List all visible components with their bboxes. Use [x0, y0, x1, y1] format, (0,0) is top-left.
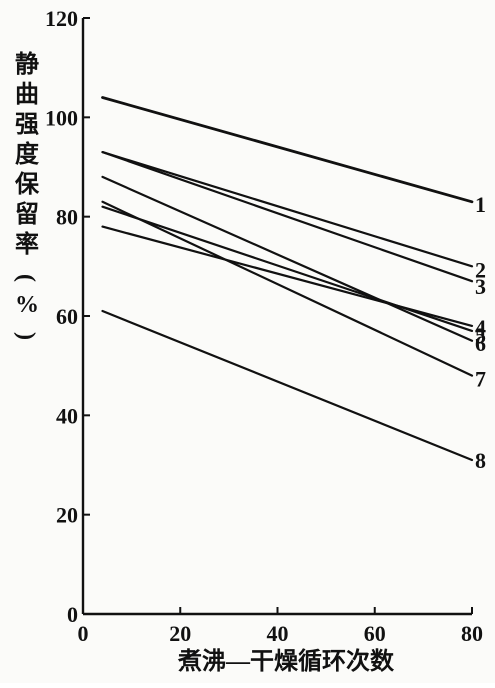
series-line-1 [101, 96, 474, 204]
series-line-3 [101, 151, 474, 283]
series-line-5 [101, 205, 474, 332]
y-tick-label: 60 [56, 304, 78, 329]
y-axis-title-char: 强 [15, 112, 39, 138]
y-axis-title-open-paren: ( [13, 274, 39, 282]
series-lines [101, 96, 474, 462]
series-line-7 [101, 200, 474, 377]
y-axis-title-char: 静 [15, 51, 39, 78]
series-label-1: 1 [475, 192, 486, 217]
y-axis-title-close-paren: ) [13, 332, 39, 340]
y-tick-label: 120 [45, 6, 78, 31]
series-line-8 [101, 309, 474, 462]
x-tick-label: 80 [461, 621, 483, 646]
x-tick-label: 0 [78, 621, 89, 646]
series-label-3: 3 [475, 274, 486, 299]
y-axis-title-char: 留 [15, 201, 39, 228]
tick-marks: 0 20 40 60 80 100 120 0 20 40 60 80 [45, 6, 483, 646]
x-tick-label: 60 [364, 621, 386, 646]
series-label-8: 8 [475, 448, 486, 473]
y-tick-label: 0 [67, 602, 78, 627]
x-axis-title: 煮沸—干燥循环次数 [177, 647, 395, 675]
y-axis-title-char: 率 [15, 230, 39, 258]
series-labels: 1 23 456 7 8 [475, 192, 486, 473]
series-label-7: 7 [475, 367, 486, 392]
series-label-4: 4 [475, 315, 486, 340]
y-axis-title-char: 曲 [15, 81, 39, 108]
series-line-2 [101, 151, 474, 268]
series-label-2: 2 [475, 257, 486, 282]
y-tick-label: 80 [56, 205, 78, 230]
series-line-4 [101, 225, 474, 327]
y-tick-label: 20 [56, 503, 78, 528]
x-tick-label: 40 [267, 621, 289, 646]
x-tick-label: 20 [169, 621, 191, 646]
y-tick-label: 40 [56, 403, 78, 428]
series-label-5: 5 [475, 323, 486, 348]
series-line-6 [101, 175, 474, 342]
y-tick-label: 100 [45, 105, 78, 130]
y-axis-title-char: 度 [15, 140, 40, 168]
y-axis-title-unit: % [15, 292, 39, 318]
series-label-6: 6 [475, 331, 486, 356]
y-axis-title-char: 保 [14, 171, 40, 198]
